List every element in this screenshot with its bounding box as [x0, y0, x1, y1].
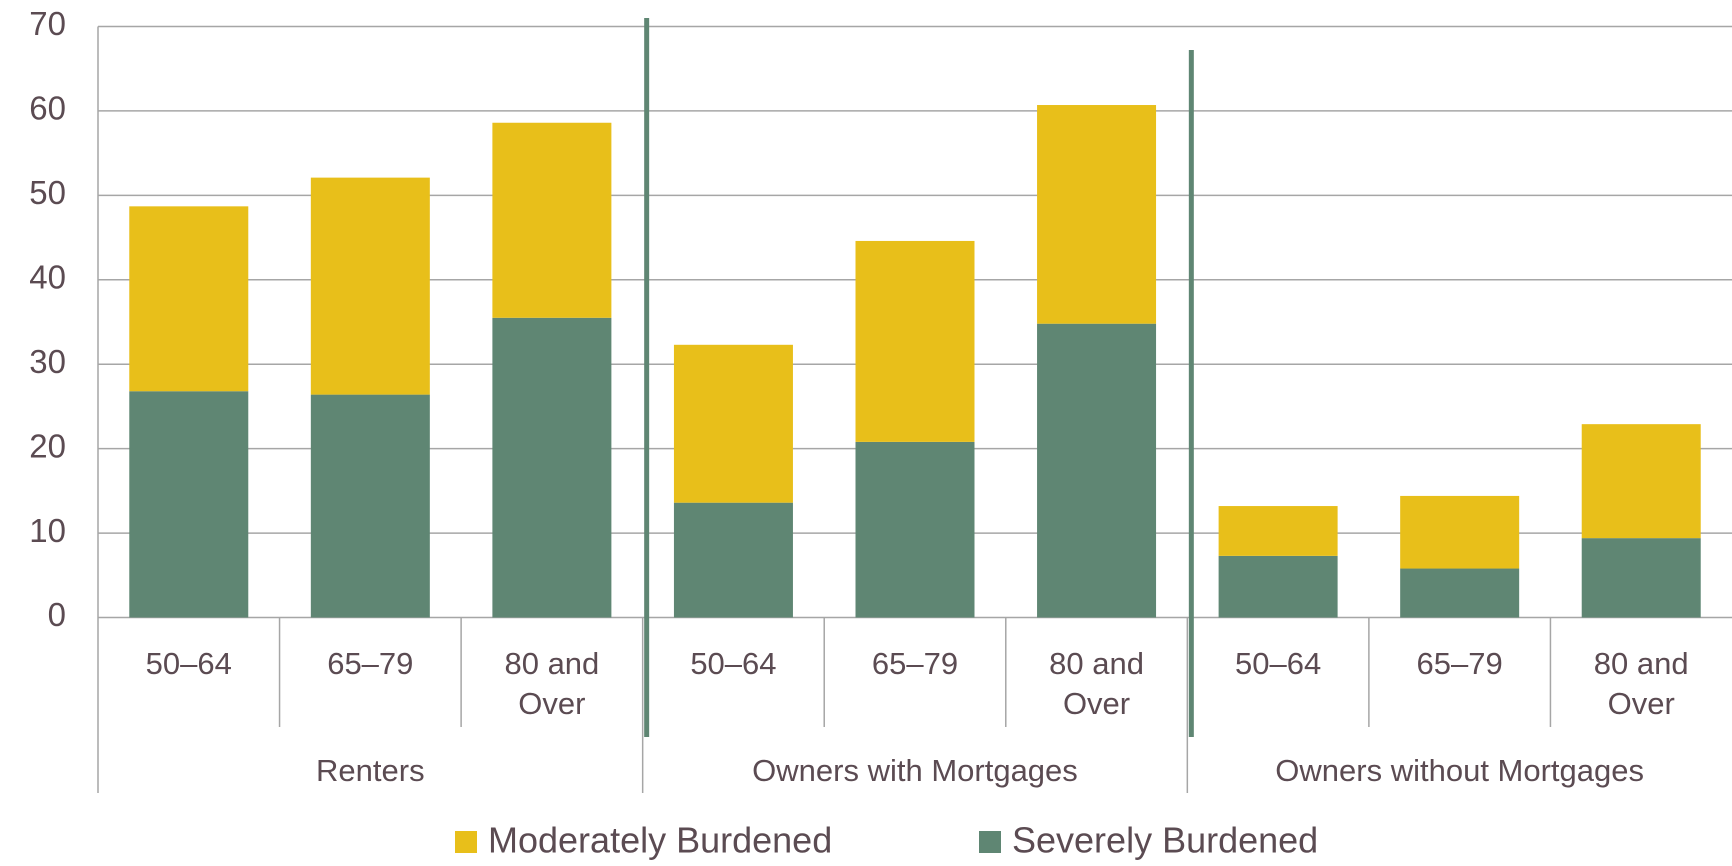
legend-label: Moderately Burdened — [488, 820, 832, 861]
group-label: Renters — [316, 753, 425, 788]
bar-segment — [673, 502, 793, 618]
bar-segment — [129, 206, 249, 392]
x-tick-label: 50–64 — [145, 646, 232, 681]
bar-segment — [673, 344, 793, 503]
legend-label: Severely Burdened — [1012, 820, 1318, 861]
bar-segment — [129, 391, 249, 618]
bar-segment — [1037, 323, 1157, 618]
bar-segment — [492, 122, 612, 318]
y-tick-label: 0 — [48, 596, 66, 633]
x-tick-label: 65–79 — [1416, 646, 1503, 681]
bar-segment — [492, 317, 612, 618]
x-tick-label: 80 and Over — [504, 646, 600, 721]
x-tick-label: 80 and Over — [1593, 646, 1689, 721]
group-label: Owners with Mortgages — [752, 753, 1078, 788]
bar-segment — [1400, 495, 1520, 569]
x-tick-label: 65–79 — [871, 646, 959, 681]
bar-segment — [1581, 424, 1701, 539]
y-tick-label: 70 — [29, 5, 66, 42]
bar-segment — [310, 177, 430, 395]
legend-swatch — [455, 831, 477, 853]
bar-segment — [1218, 506, 1338, 556]
y-tick-label: 60 — [29, 90, 66, 127]
bar-segment — [855, 441, 975, 618]
y-tick-label: 50 — [29, 174, 66, 211]
bar-segment — [855, 240, 975, 442]
x-tick-label: 50–64 — [1234, 646, 1322, 681]
group-label: Owners without Mortgages — [1275, 753, 1645, 788]
y-tick-label: 10 — [29, 512, 66, 549]
bar-segment — [1400, 568, 1520, 618]
x-tick-label: 50–64 — [690, 646, 777, 681]
bar-segment — [1218, 555, 1338, 618]
y-tick-label: 30 — [29, 343, 66, 380]
legend-swatch — [979, 831, 1001, 853]
y-tick-label: 40 — [29, 259, 66, 296]
bar-segment — [1581, 538, 1701, 618]
bar-segment — [1037, 105, 1157, 324]
x-tick-label: 65–79 — [327, 646, 414, 681]
x-tick-label: 80 and Over — [1049, 646, 1144, 721]
bar-segment — [310, 394, 430, 618]
y-tick-label: 20 — [29, 427, 66, 464]
